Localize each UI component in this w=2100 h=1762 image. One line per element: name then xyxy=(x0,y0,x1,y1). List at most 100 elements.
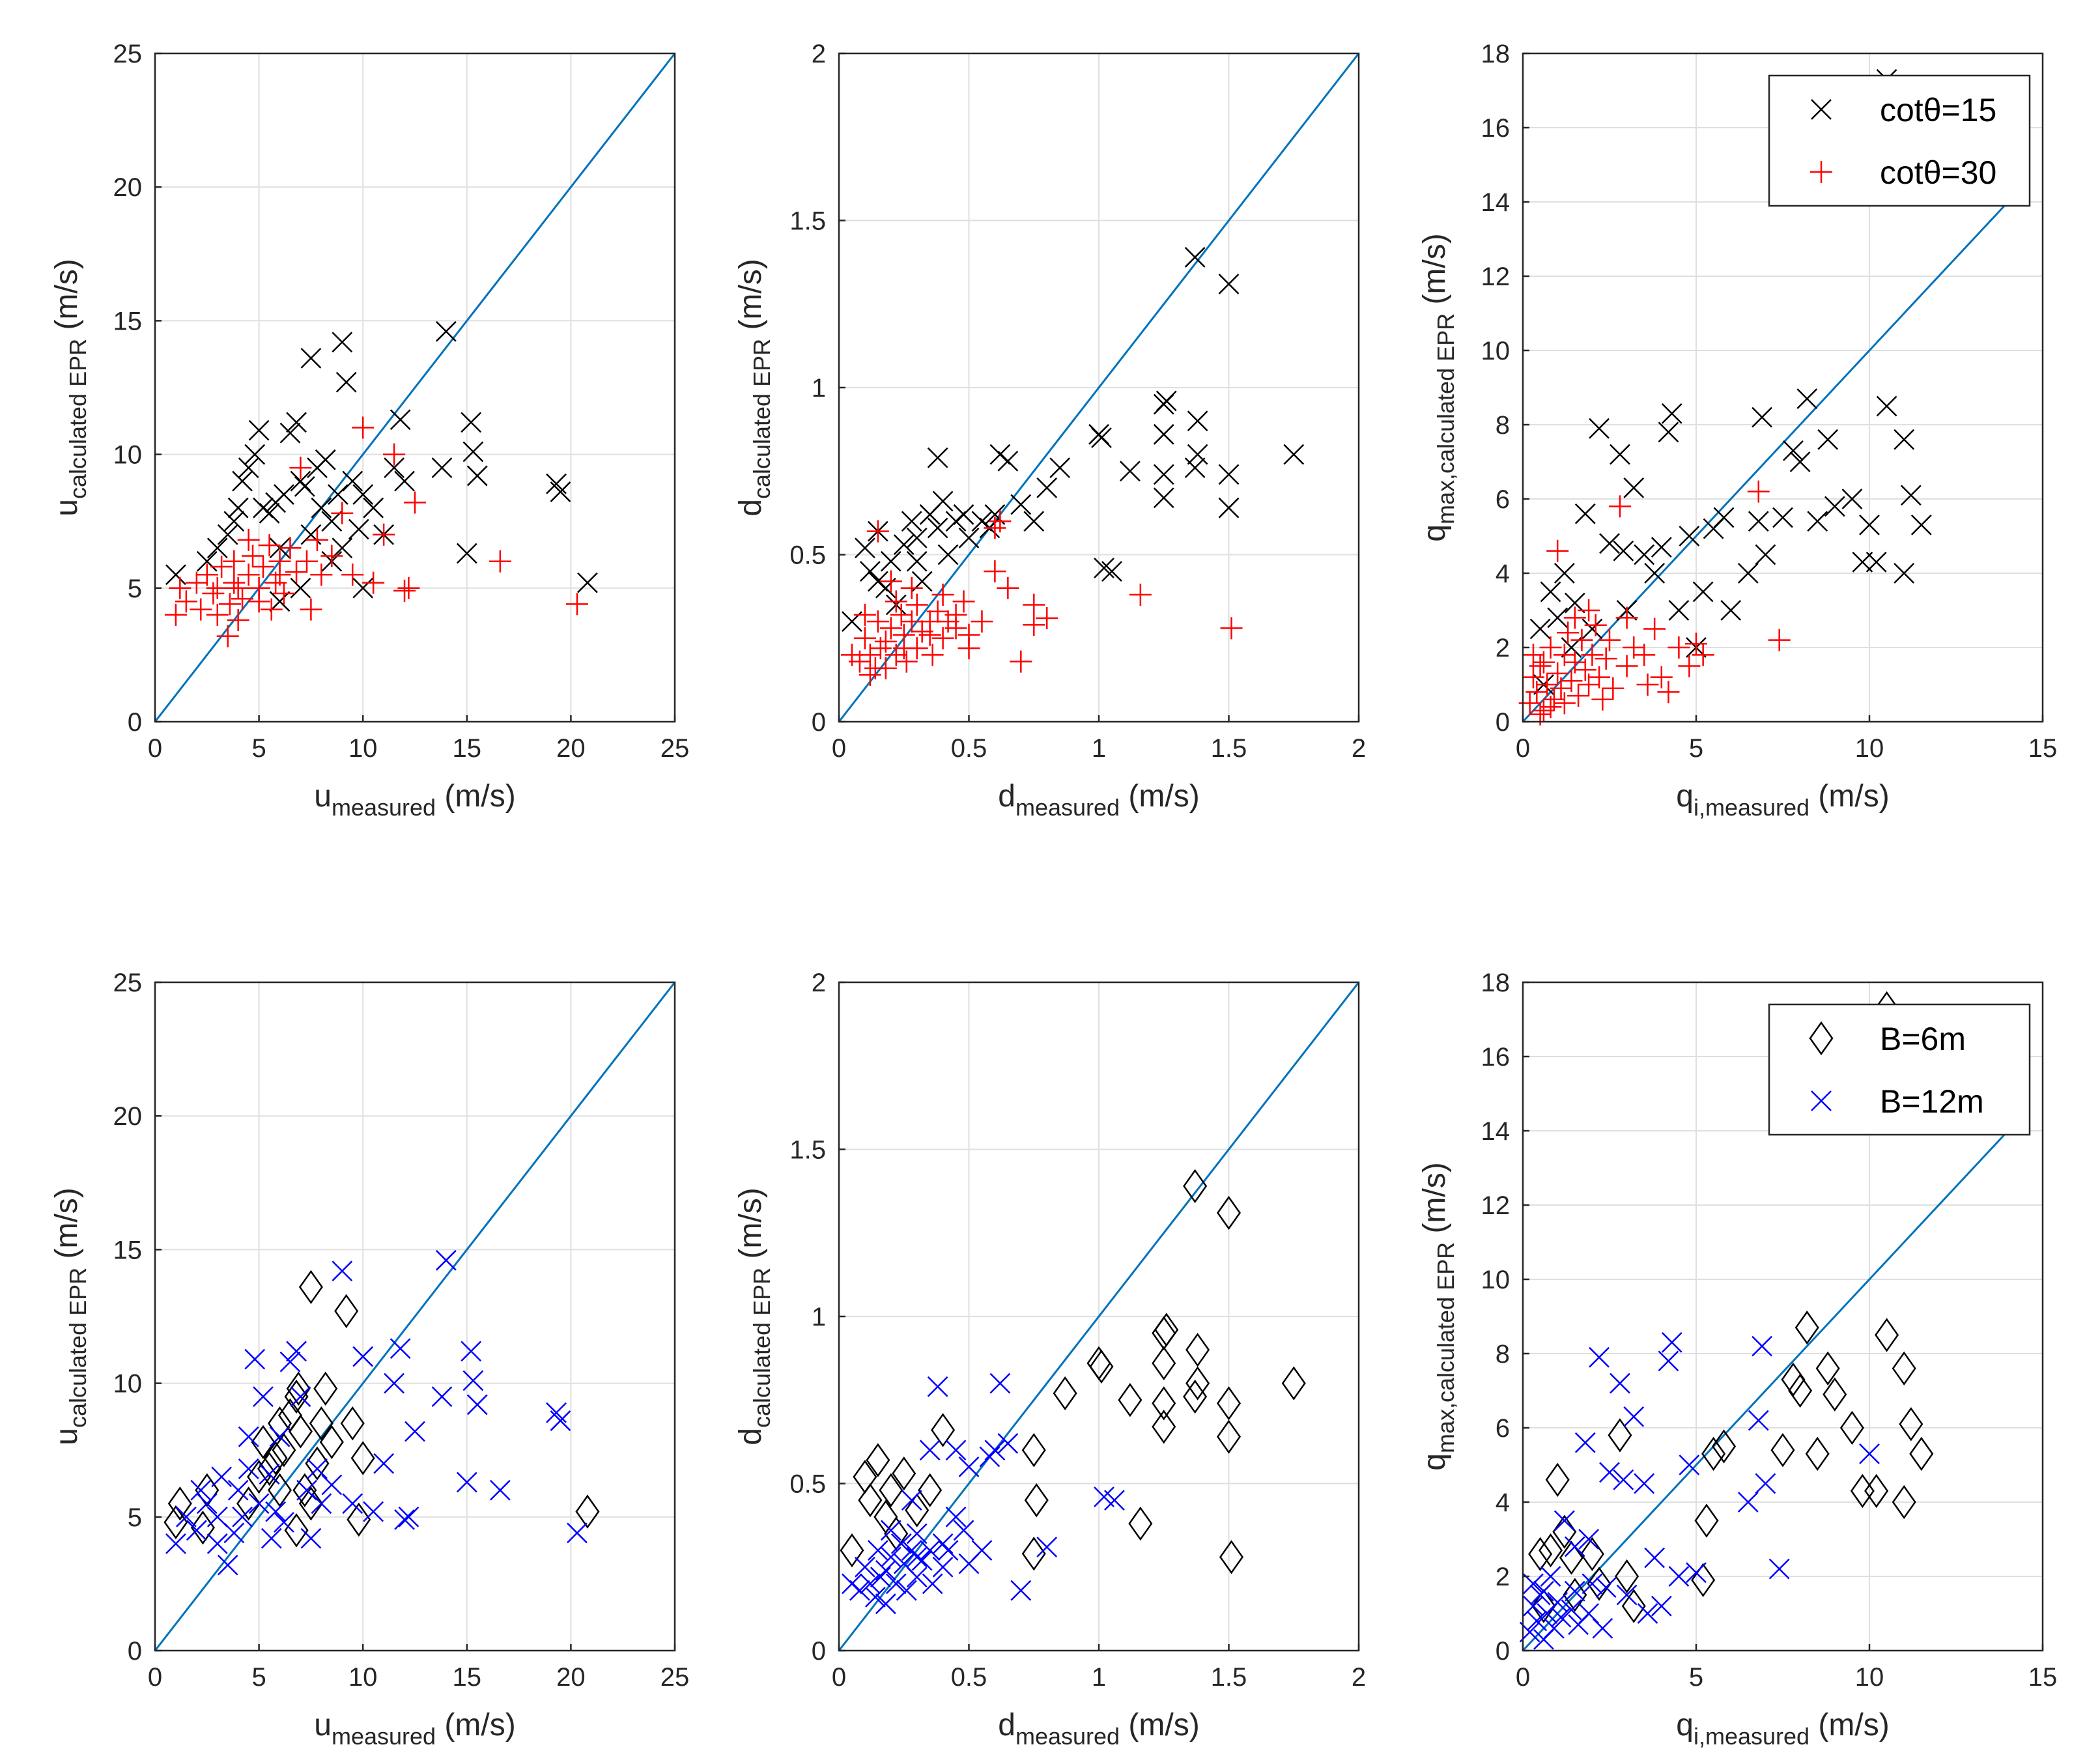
series-cotθ=30 xyxy=(840,510,1243,687)
data-point xyxy=(866,520,889,543)
data-point xyxy=(298,1270,323,1305)
series-cotθ=15 xyxy=(842,247,1305,632)
y-tick-label: 16 xyxy=(1481,114,1511,143)
data-point xyxy=(242,545,264,567)
data-point xyxy=(393,579,416,602)
data-point xyxy=(1795,1310,1819,1345)
data-point xyxy=(1010,1580,1032,1601)
data-point xyxy=(244,1348,266,1370)
data-point xyxy=(1564,1536,1585,1557)
data-point xyxy=(210,555,233,578)
data-point xyxy=(1580,1537,1604,1571)
data-point xyxy=(1770,1433,1795,1468)
series-B=12m xyxy=(842,1372,1125,1615)
data-point xyxy=(1876,395,1897,417)
data-point xyxy=(165,1533,186,1554)
data-point xyxy=(1547,607,1568,629)
y-tick-label: 10 xyxy=(113,441,143,470)
data-point xyxy=(466,465,488,487)
x-tick-label: 10 xyxy=(348,734,378,763)
data-point xyxy=(1522,666,1544,689)
data-point xyxy=(1637,1603,1658,1624)
data-point xyxy=(1623,477,1645,498)
y-tick-label: 10 xyxy=(113,1370,143,1399)
data-point xyxy=(1815,1351,1840,1385)
x-axis-label-main: d xyxy=(998,1708,1015,1742)
data-point xyxy=(1737,1492,1759,1513)
data-point xyxy=(1187,444,1208,465)
data-point xyxy=(238,1426,259,1447)
y-tick-label: 25 xyxy=(113,40,143,68)
data-point xyxy=(1608,1418,1632,1453)
data-point xyxy=(1036,477,1058,498)
y-tick-label: 1 xyxy=(812,374,826,403)
data-point xyxy=(1634,1473,1655,1494)
y-tick-label: 10 xyxy=(1481,337,1511,365)
y-axis-label-sub: calculated EPR xyxy=(64,339,91,499)
y-tick-label: 15 xyxy=(113,307,143,335)
data-point xyxy=(1592,1617,1613,1639)
y-tick-label: 10 xyxy=(1481,1266,1511,1294)
data-point xyxy=(1694,1503,1719,1538)
data-point xyxy=(1283,444,1305,465)
data-point xyxy=(227,497,249,519)
data-point xyxy=(958,527,980,548)
data-point xyxy=(1128,1506,1153,1541)
data-point xyxy=(1859,1443,1880,1464)
data-point xyxy=(921,644,944,666)
data-point xyxy=(1118,1383,1142,1417)
data-point xyxy=(1608,495,1631,518)
x-tick-label: 5 xyxy=(1689,734,1703,763)
data-point xyxy=(435,1249,457,1271)
data-point xyxy=(1658,421,1679,443)
data-point xyxy=(237,563,260,586)
data-point xyxy=(1563,1578,1587,1612)
data-point xyxy=(223,1522,245,1544)
data-point xyxy=(874,630,897,653)
data-point xyxy=(1129,584,1152,606)
data-point xyxy=(880,550,901,572)
data-point xyxy=(945,1506,967,1528)
data-point xyxy=(1584,614,1607,636)
y-tick-label: 0 xyxy=(128,708,142,737)
data-point xyxy=(1220,617,1243,640)
data-point xyxy=(223,550,246,573)
data-point xyxy=(927,1376,948,1397)
data-point xyxy=(461,412,482,433)
data-point xyxy=(267,1473,292,1507)
data-point xyxy=(1545,1462,1570,1497)
data-point xyxy=(321,1474,343,1496)
data-point xyxy=(1561,1599,1582,1621)
data-point xyxy=(1183,1169,1208,1204)
data-point xyxy=(1678,655,1701,677)
x-tick-label: 0.5 xyxy=(951,1663,987,1692)
data-point xyxy=(319,1425,344,1460)
legend: cotθ=15 cotθ=30 xyxy=(1768,74,2031,207)
y-axis-label-sub: calculated EPR xyxy=(748,339,775,499)
x-axis-label-main: u xyxy=(314,779,332,814)
data-point xyxy=(866,610,889,633)
data-point xyxy=(165,564,186,586)
y-axis-label-unit: (m/s) xyxy=(733,1187,768,1268)
data-point xyxy=(1216,1195,1242,1230)
series-B=12m xyxy=(165,1249,588,1576)
data-point xyxy=(867,1540,888,1561)
y-tick-label: 5 xyxy=(128,575,142,603)
data-point xyxy=(231,588,254,610)
data-point xyxy=(307,1458,328,1479)
data-point xyxy=(1602,677,1625,700)
x-tick-label: 1 xyxy=(1092,1663,1106,1692)
y-axis-label-unit: (m/s) xyxy=(50,1187,84,1268)
y-tick-label: 2 xyxy=(1496,634,1510,662)
x-tick-label: 0 xyxy=(832,734,846,763)
data-point xyxy=(1539,696,1562,718)
data-point xyxy=(892,1456,916,1491)
data-point xyxy=(397,576,420,599)
data-point xyxy=(1894,429,1915,450)
data-point xyxy=(1701,1436,1726,1471)
data-point xyxy=(1613,540,1634,561)
data-point xyxy=(1644,1547,1666,1569)
data-point xyxy=(1218,497,1240,519)
